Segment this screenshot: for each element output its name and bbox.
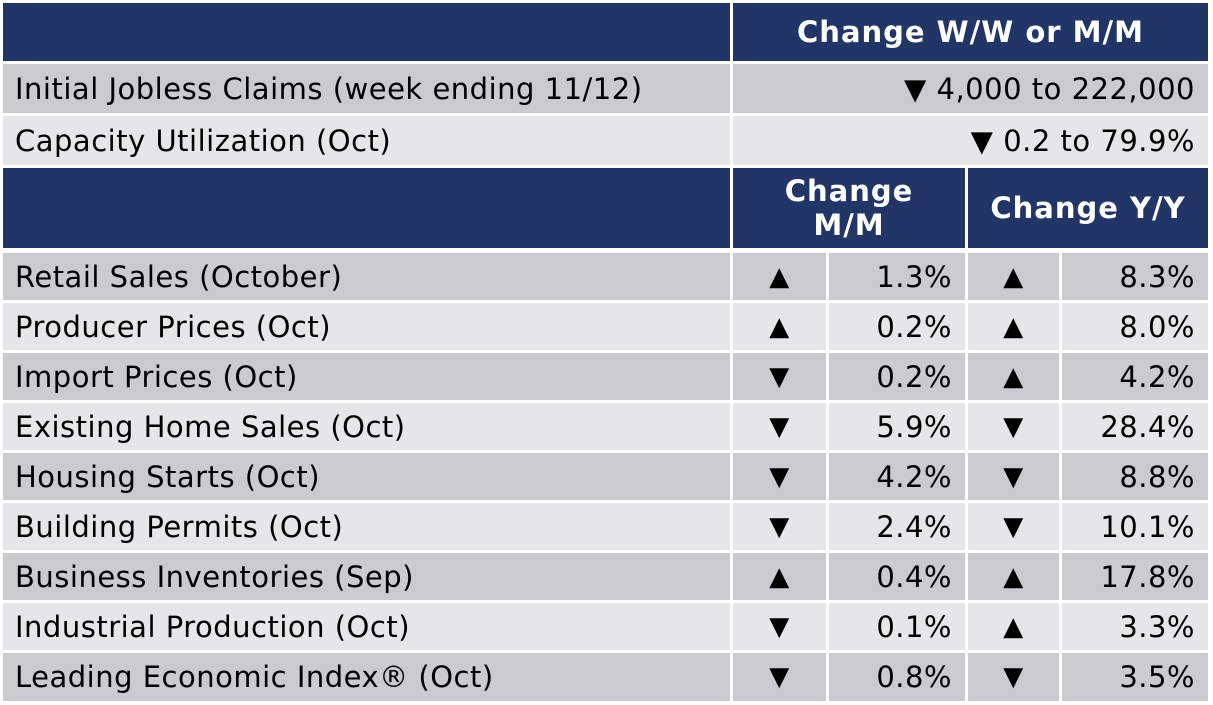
yy-value: 4.2% xyxy=(1062,353,1208,400)
yy-direction-icon: ▲ xyxy=(968,553,1059,600)
row-capacity-utilization-change: ▼ 0.2 to 79.9% xyxy=(733,116,1208,165)
yy-value: 3.5% xyxy=(1062,653,1208,701)
mm-direction-icon: ▲ xyxy=(733,253,826,300)
yy-direction-icon: ▼ xyxy=(968,453,1059,500)
row-label: Producer Prices (Oct) xyxy=(3,303,730,350)
mm-value: 2.4% xyxy=(829,503,965,550)
row-label: Leading Economic Index® (Oct) xyxy=(3,653,730,701)
yy-direction-icon: ▲ xyxy=(968,603,1059,650)
header-bottom-label-cell xyxy=(3,168,730,248)
yy-value: 17.8% xyxy=(1062,553,1208,600)
yy-direction-icon: ▲ xyxy=(968,303,1059,350)
header-change-mm-text: Change M/M xyxy=(784,174,914,242)
mm-value: 0.2% xyxy=(829,303,965,350)
row-label: Business Inventories (Sep) xyxy=(3,553,730,600)
yy-value: 8.0% xyxy=(1062,303,1208,350)
header-weekly-change: Change W/W or M/M xyxy=(733,3,1208,61)
row-jobless-claims-change: ▼ 4,000 to 222,000 xyxy=(733,64,1208,113)
yy-value: 8.3% xyxy=(1062,253,1208,300)
row-capacity-utilization-label: Capacity Utilization (Oct) xyxy=(3,116,730,165)
mm-direction-icon: ▼ xyxy=(733,503,826,550)
row-label: Building Permits (Oct) xyxy=(3,503,730,550)
yy-value: 28.4% xyxy=(1062,403,1208,450)
yy-direction-icon: ▼ xyxy=(968,403,1059,450)
mm-direction-icon: ▼ xyxy=(733,453,826,500)
mm-direction-icon: ▲ xyxy=(733,303,826,350)
mm-value: 1.3% xyxy=(829,253,965,300)
row-label: Existing Home Sales (Oct) xyxy=(3,403,730,450)
header-top-label-cell xyxy=(3,3,730,61)
mm-value: 0.2% xyxy=(829,353,965,400)
row-label: Industrial Production (Oct) xyxy=(3,603,730,650)
header-change-yy: Change Y/Y xyxy=(968,168,1208,248)
mm-direction-icon: ▼ xyxy=(733,653,826,701)
row-label: Import Prices (Oct) xyxy=(3,353,730,400)
row-label: Retail Sales (October) xyxy=(3,253,730,300)
row-label: Housing Starts (Oct) xyxy=(3,453,730,500)
yy-value: 3.3% xyxy=(1062,603,1208,650)
yy-direction-icon: ▲ xyxy=(968,253,1059,300)
mm-value: 5.9% xyxy=(829,403,965,450)
yy-value: 8.8% xyxy=(1062,453,1208,500)
mm-value: 0.8% xyxy=(829,653,965,701)
mm-value: 0.4% xyxy=(829,553,965,600)
header-change-mm: Change M/M xyxy=(733,168,965,248)
yy-direction-icon: ▼ xyxy=(968,503,1059,550)
mm-direction-icon: ▼ xyxy=(733,403,826,450)
yy-direction-icon: ▼ xyxy=(968,653,1059,701)
mm-direction-icon: ▼ xyxy=(733,603,826,650)
mm-value: 4.2% xyxy=(829,453,965,500)
yy-value: 10.1% xyxy=(1062,503,1208,550)
row-jobless-claims-label: Initial Jobless Claims (week ending 11/1… xyxy=(3,64,730,113)
yy-direction-icon: ▲ xyxy=(968,353,1059,400)
mm-direction-icon: ▼ xyxy=(733,353,826,400)
mm-direction-icon: ▲ xyxy=(733,553,826,600)
mm-value: 0.1% xyxy=(829,603,965,650)
